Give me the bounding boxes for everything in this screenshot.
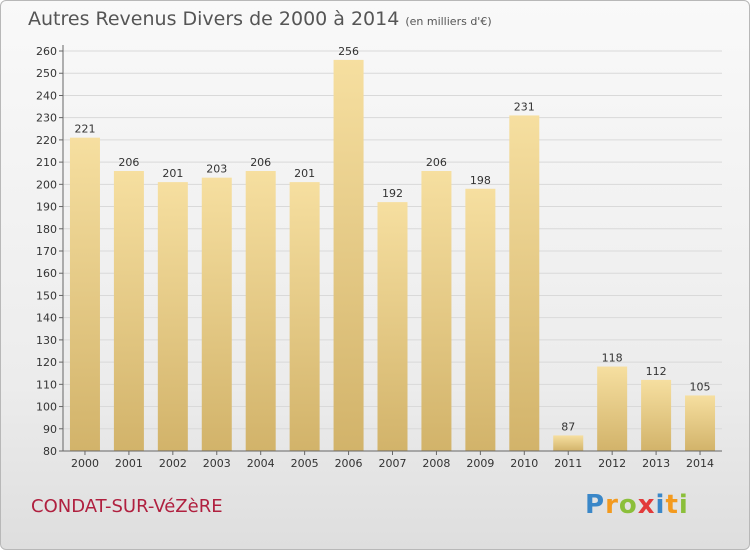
y-tick-label: 240 xyxy=(36,89,57,102)
y-tick-label: 170 xyxy=(36,245,57,258)
x-tick-label: 2008 xyxy=(422,457,450,470)
bar xyxy=(333,59,364,452)
x-tick-label: 2007 xyxy=(379,457,407,470)
bar xyxy=(597,366,628,451)
place-name: CONDAT-SUR-VéZèRE xyxy=(31,496,223,517)
bar xyxy=(113,171,144,451)
y-tick-label: 120 xyxy=(36,356,57,369)
x-tick-label: 2011 xyxy=(554,457,582,470)
y-tick-label: 140 xyxy=(36,312,57,325)
y-tick-label: 100 xyxy=(36,401,57,414)
logo-letter: o xyxy=(618,490,638,520)
data-label: 118 xyxy=(602,352,623,365)
data-label: 221 xyxy=(74,123,95,136)
x-tick-label: 2010 xyxy=(510,457,538,470)
proxiti-logo: Proxiti xyxy=(585,490,689,520)
logo-letter: i xyxy=(678,490,689,520)
data-label: 105 xyxy=(690,380,711,393)
y-tick-label: 180 xyxy=(36,223,57,236)
logo-letter: P xyxy=(585,490,606,520)
y-tick-label: 80 xyxy=(43,445,57,458)
x-tick-label: 2004 xyxy=(247,457,275,470)
y-tick-label: 260 xyxy=(36,45,57,58)
bar xyxy=(509,115,540,451)
y-tick-label: 110 xyxy=(36,378,57,391)
bar xyxy=(465,188,496,451)
x-tick-label: 2012 xyxy=(598,457,626,470)
bar xyxy=(641,379,672,451)
x-tick-label: 2003 xyxy=(203,457,231,470)
chart-title: Autres Revenus Divers de 2000 à 2014 (en … xyxy=(28,8,492,30)
bar xyxy=(685,395,716,451)
y-tick-label: 150 xyxy=(36,289,57,302)
bar xyxy=(201,177,232,451)
x-tick-label: 2000 xyxy=(71,457,99,470)
data-label: 231 xyxy=(514,100,535,113)
data-label: 87 xyxy=(561,420,575,433)
x-tick-label: 2001 xyxy=(115,457,143,470)
y-tick-label: 160 xyxy=(36,267,57,280)
data-label: 201 xyxy=(294,167,315,180)
data-label: 203 xyxy=(206,163,227,176)
bar xyxy=(245,171,276,451)
x-tick-label: 2013 xyxy=(642,457,670,470)
data-label: 206 xyxy=(250,156,271,169)
bar xyxy=(157,182,188,451)
data-label: 198 xyxy=(470,174,491,187)
x-tick-label: 2014 xyxy=(686,457,714,470)
y-tick-label: 200 xyxy=(36,178,57,191)
chart-title-unit: (en milliers d'€) xyxy=(405,15,492,28)
data-label: 201 xyxy=(162,167,183,180)
y-tick-label: 90 xyxy=(43,423,57,436)
x-tick-label: 2009 xyxy=(466,457,494,470)
logo-letter: i xyxy=(655,490,666,520)
data-label: 112 xyxy=(646,365,667,378)
y-tick-label: 250 xyxy=(36,67,57,80)
y-tick-label: 210 xyxy=(36,156,57,169)
y-tick-label: 190 xyxy=(36,201,57,214)
x-tick-label: 2005 xyxy=(291,457,319,470)
y-tick-label: 230 xyxy=(36,112,57,125)
axis-layer: 8090100110120130140150160170180190200210… xyxy=(36,45,722,470)
logo-letter: r xyxy=(605,490,619,520)
x-tick-label: 2002 xyxy=(159,457,187,470)
x-tick-label: 2006 xyxy=(335,457,363,470)
data-label: 256 xyxy=(338,45,359,58)
bar xyxy=(553,435,584,451)
y-tick-label: 130 xyxy=(36,334,57,347)
bar xyxy=(377,202,408,451)
bar xyxy=(421,171,452,451)
bar xyxy=(69,137,100,451)
bar-layer: 221 206 201 203 206 201 256 192 206 198 231 87 118 11… xyxy=(69,45,716,452)
logo-letter: x xyxy=(637,490,656,520)
logo-letter: t xyxy=(665,490,679,520)
bar xyxy=(289,182,320,451)
data-label: 192 xyxy=(382,187,403,200)
y-tick-label: 220 xyxy=(36,134,57,147)
data-label: 206 xyxy=(118,156,139,169)
chart-title-main: Autres Revenus Divers de 2000 à 2014 xyxy=(28,8,400,30)
data-label: 206 xyxy=(426,156,447,169)
